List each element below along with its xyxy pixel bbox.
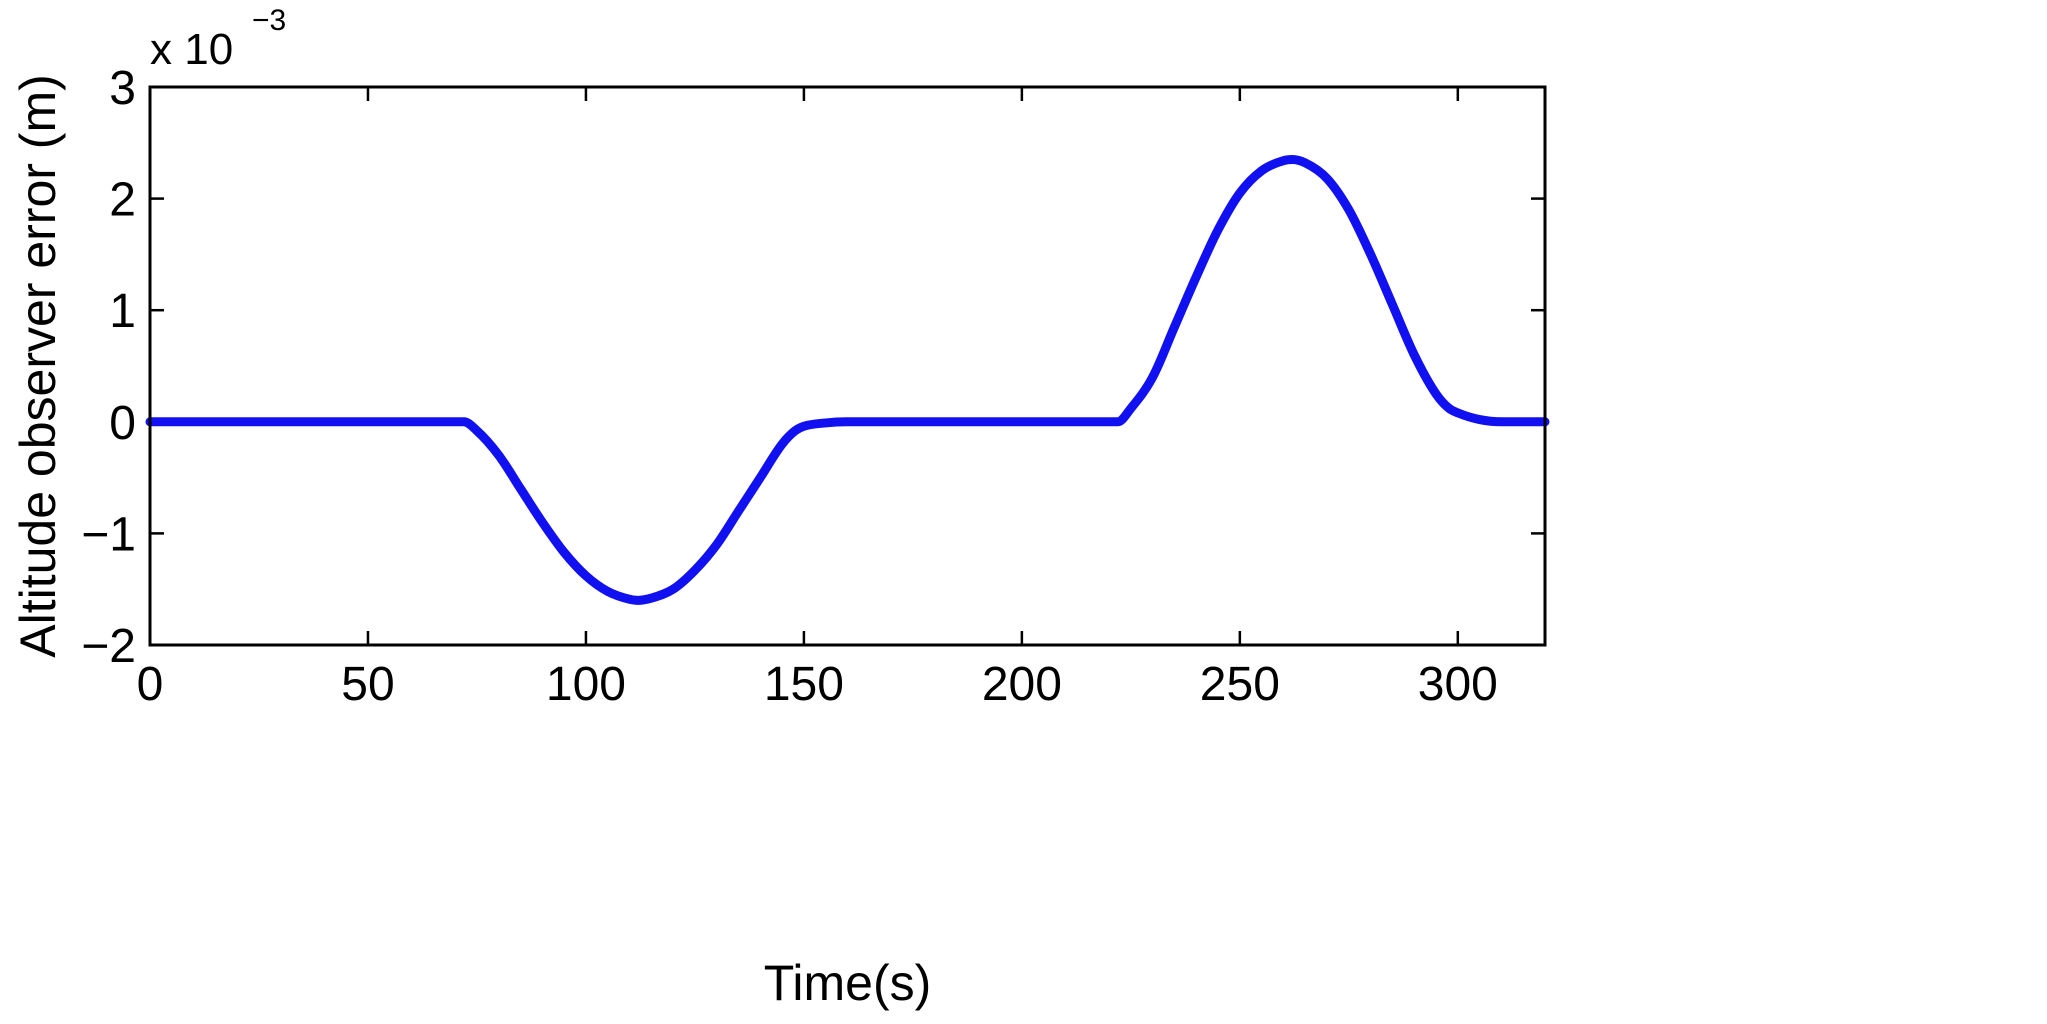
series-line	[145, 155, 1550, 605]
x-tick-label: 0	[137, 658, 164, 711]
series-layer	[145, 155, 1550, 605]
y-tick-label: 0	[109, 397, 136, 450]
y-tick-label: 3	[109, 62, 136, 115]
y-tick-label: 1	[109, 285, 136, 338]
x-tick-label: 150	[764, 658, 844, 711]
x-tick-label: 50	[341, 658, 394, 711]
y-axis-label: Altitude observer error (m)	[10, 74, 66, 658]
y-tick-label: −2	[81, 620, 136, 673]
x-tick-label: 200	[982, 658, 1062, 711]
y-axis-multiplier: x 10 −3	[150, 4, 286, 74]
x-tick-label: 250	[1200, 658, 1280, 711]
y-tick-label: −1	[81, 508, 136, 561]
plot-frame	[148, 85, 1547, 647]
y-tick-label: 2	[109, 174, 136, 227]
y-multiplier-base: x 10	[150, 25, 233, 74]
y-multiplier-exponent: −3	[252, 4, 286, 37]
tick-labels-layer: 0 50 100 150 200 250 300 −2 −1 0 1 2 3	[81, 62, 1498, 711]
x-tick-label: 100	[546, 658, 626, 711]
x-axis-label: Time(s)	[764, 955, 932, 1011]
x-tick-label: 300	[1418, 658, 1498, 711]
